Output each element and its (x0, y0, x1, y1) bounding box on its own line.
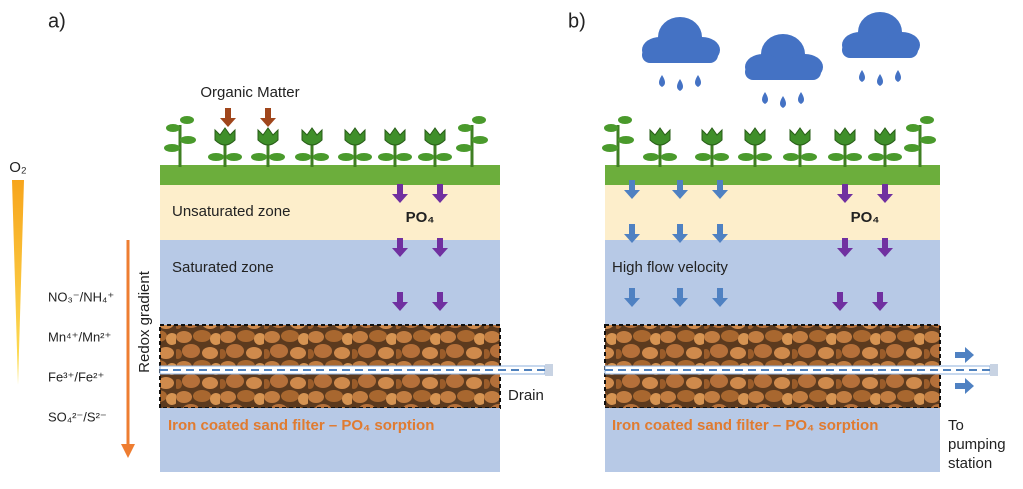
unsaturated-layer (605, 185, 940, 240)
arrow (220, 108, 236, 127)
faucet (990, 364, 998, 376)
plant-leaf (801, 153, 817, 161)
plant-leaf (846, 153, 862, 161)
plant-leaf (756, 153, 772, 161)
drain-label: Drain (508, 387, 544, 404)
raindrop (780, 96, 786, 108)
oxygen-gradient (12, 180, 24, 385)
diagram: a) Organic Matter O₂ Unsaturated zone PO… (0, 0, 1023, 489)
plant-leaf (713, 153, 729, 161)
arrow (955, 347, 974, 363)
layout (12, 12, 998, 472)
arrow (955, 378, 974, 394)
outlet-label: pumping (948, 436, 1006, 453)
plant-leaf (295, 153, 311, 161)
plant-leaf (251, 153, 267, 161)
plant-leaf (313, 153, 329, 161)
plant-leaf (180, 136, 196, 144)
plant-leaf (456, 144, 472, 152)
plant-leaf (180, 116, 194, 124)
outlet-label: To (948, 417, 964, 434)
grass (605, 165, 940, 185)
plant-leaf (208, 153, 224, 161)
redox-couple: Fe³⁺/Fe²⁺ (48, 369, 104, 384)
filter-label: Iron coated sand filter – PO₄ sorption (168, 417, 434, 434)
plant-leaf (166, 124, 180, 132)
plant-leaf (920, 136, 936, 144)
grass (160, 165, 500, 185)
cloud (745, 64, 821, 80)
plant-flower (425, 128, 445, 145)
zone-label: Unsaturated zone (172, 203, 290, 220)
plant-leaf (904, 144, 920, 152)
redox-couple: SO₄²⁻/S²⁻ (48, 409, 107, 424)
raindrop (895, 70, 901, 82)
plant-leaf (738, 153, 754, 161)
plant-leaf (920, 116, 934, 124)
plant-leaf (602, 144, 618, 152)
plant-flower (790, 128, 810, 145)
plant-leaf (618, 136, 634, 144)
zone-label: Saturated zone (172, 259, 274, 276)
raindrop (798, 92, 804, 104)
redox-arrowhead (121, 444, 135, 458)
plant-leaf (338, 153, 354, 161)
plant-leaf (868, 153, 884, 161)
faucet (545, 364, 553, 376)
cloud (642, 47, 718, 63)
plant-flower (745, 128, 765, 145)
plant-flower (385, 128, 405, 145)
plant-flower (650, 128, 670, 145)
cloud (842, 42, 918, 58)
outlet-label: station (948, 455, 992, 472)
plant-leaf (643, 153, 659, 161)
plant-leaf (269, 153, 285, 161)
plant-leaf (783, 153, 799, 161)
plant-leaf (418, 153, 434, 161)
plant-leaf (661, 153, 677, 161)
redox-couple: NO₃⁻/NH₄⁺ (48, 289, 114, 304)
plant-leaf (604, 124, 618, 132)
plant-flower (302, 128, 322, 145)
plant-leaf (356, 153, 372, 161)
plant-flower (835, 128, 855, 145)
phosphate-label: PO₄ (851, 209, 880, 226)
plant-leaf (436, 153, 452, 161)
organic-matter: Organic Matter (200, 84, 299, 101)
phosphate-label: PO₄ (406, 209, 435, 226)
oxygen-label: O₂ (9, 159, 27, 176)
plant-leaf (472, 116, 486, 124)
plant-leaf (396, 153, 412, 161)
panel-label: a) (48, 10, 66, 32)
saturated-layer (605, 240, 940, 325)
plant-leaf (378, 153, 394, 161)
plant-leaf (618, 116, 632, 124)
plant-flower (345, 128, 365, 145)
plant-flower (215, 128, 235, 145)
saturated-layer (160, 240, 500, 325)
filter-label: Iron coated sand filter – PO₄ sorption (612, 417, 878, 434)
panel-label: b) (568, 10, 586, 32)
plant-leaf (472, 136, 488, 144)
plant-leaf (695, 153, 711, 161)
plant-leaf (886, 153, 902, 161)
plant-leaf (458, 124, 472, 132)
plant-leaf (906, 124, 920, 132)
raindrop (677, 79, 683, 91)
raindrop (695, 75, 701, 87)
redox-couple: Mn⁴⁺/Mn²⁺ (48, 329, 111, 344)
plant-flower (875, 128, 895, 145)
plant-leaf (164, 144, 180, 152)
flow-label: High flow velocity (612, 259, 728, 276)
raindrop (859, 70, 865, 82)
plant-leaf (828, 153, 844, 161)
raindrop (877, 74, 883, 86)
plant-leaf (226, 153, 242, 161)
raindrop (762, 92, 768, 104)
redox-label: Redox gradient (136, 270, 153, 373)
arrow (260, 108, 276, 127)
plant-flower (702, 128, 722, 145)
raindrop (659, 75, 665, 87)
plant-flower (258, 128, 278, 145)
